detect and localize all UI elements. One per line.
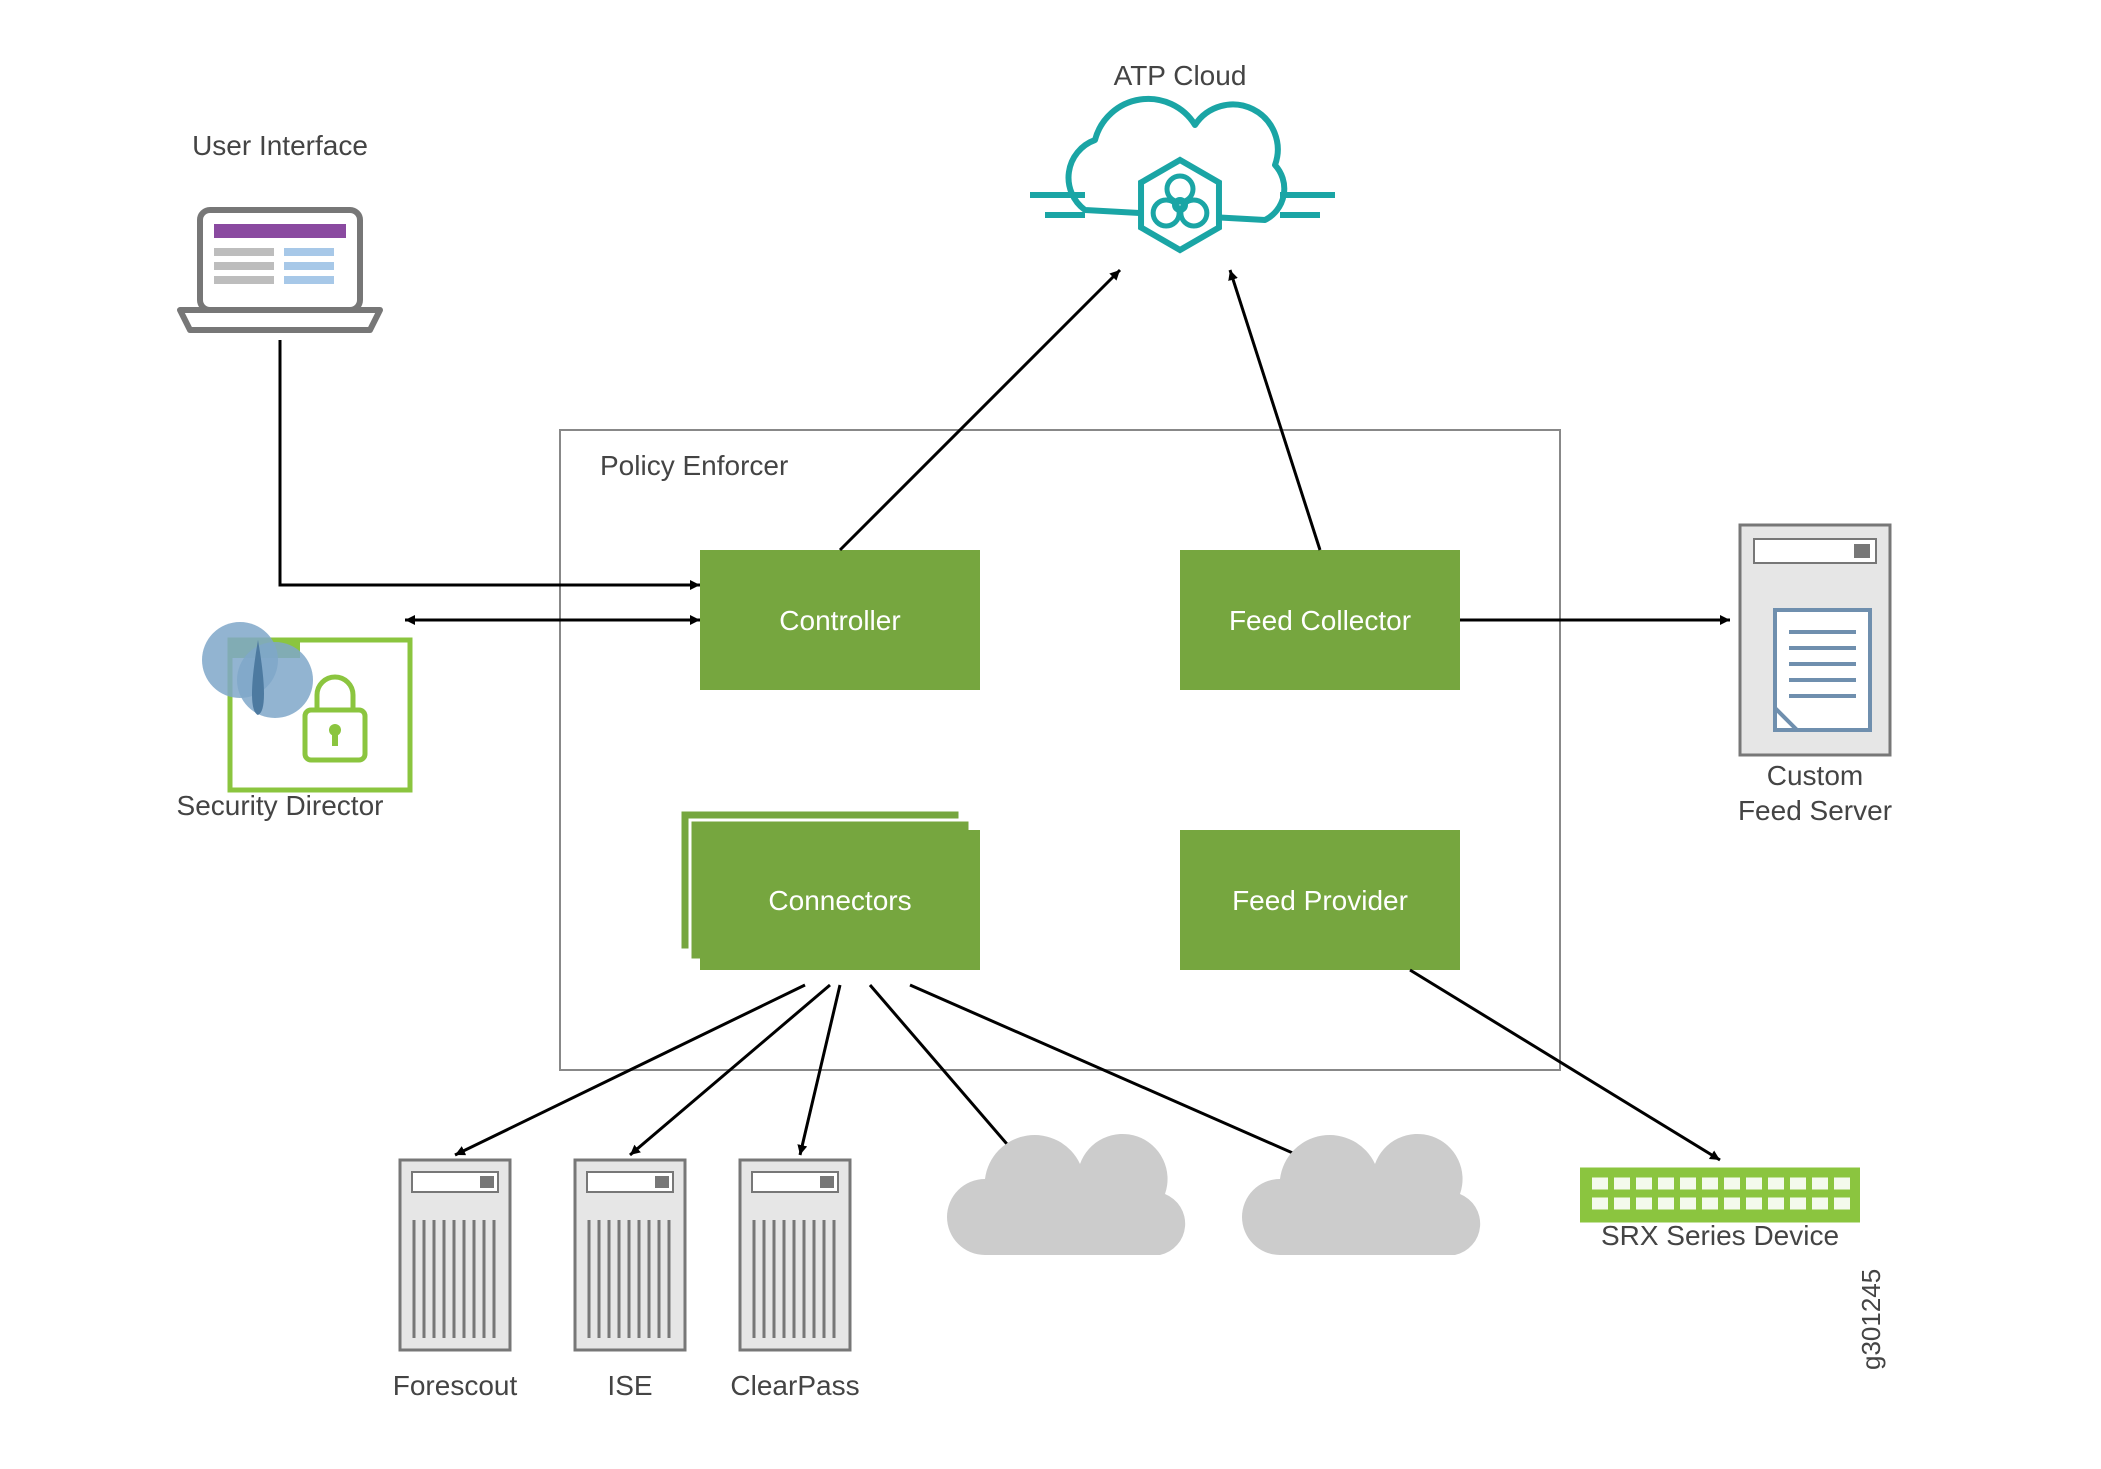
label-atp: ATP Cloud xyxy=(1114,60,1247,91)
box-controller: Controller xyxy=(700,550,980,690)
label-forescout: Forescout xyxy=(393,1370,518,1401)
forescout-server-icon xyxy=(400,1160,510,1350)
arrow-feedprovider-to-srx xyxy=(1410,970,1720,1160)
figure-reference: g301245 xyxy=(1856,1269,1886,1370)
box-feed_provider: Feed Provider xyxy=(1180,830,1460,970)
arrow-controller-to-atp xyxy=(840,270,1120,550)
label-ui: User Interface xyxy=(192,130,368,161)
security-director-icon xyxy=(202,622,410,790)
box-feed_collector-label: Feed Collector xyxy=(1229,605,1411,636)
ui-to-sd-line xyxy=(280,340,405,585)
box-feed_provider-label: Feed Provider xyxy=(1232,885,1408,916)
box-feed_collector: Feed Collector xyxy=(1180,550,1460,690)
box-connectors-label: Connectors xyxy=(768,885,911,916)
aws-cloud-icon xyxy=(1242,1134,1480,1255)
srx-device-icon xyxy=(1580,1168,1860,1223)
label-custom2: Feed Server xyxy=(1738,795,1892,826)
label-ise: ISE xyxy=(607,1370,652,1401)
azure-cloud-icon xyxy=(947,1134,1185,1255)
box-connectors: Connectors xyxy=(680,810,980,970)
custom-feed-server-icon xyxy=(1740,525,1890,755)
box-controller-label: Controller xyxy=(779,605,900,636)
policy-enforcer-label: Policy Enforcer xyxy=(600,450,788,481)
ise-server-icon xyxy=(575,1160,685,1350)
label-custom1: Custom xyxy=(1767,760,1863,791)
arrow-feedcollector-to-atp xyxy=(1230,270,1320,550)
arrow-connectors-to-azure xyxy=(870,985,1025,1165)
clearpass-server-icon xyxy=(740,1160,850,1350)
policy-enforcer-frame xyxy=(560,430,1560,1070)
label-clearpass: ClearPass xyxy=(730,1370,859,1401)
laptop-icon xyxy=(180,210,380,330)
atp-cloud-icon xyxy=(1030,99,1335,250)
label-sd: Security Director xyxy=(177,790,384,821)
label-srx: SRX Series Device xyxy=(1601,1220,1839,1251)
